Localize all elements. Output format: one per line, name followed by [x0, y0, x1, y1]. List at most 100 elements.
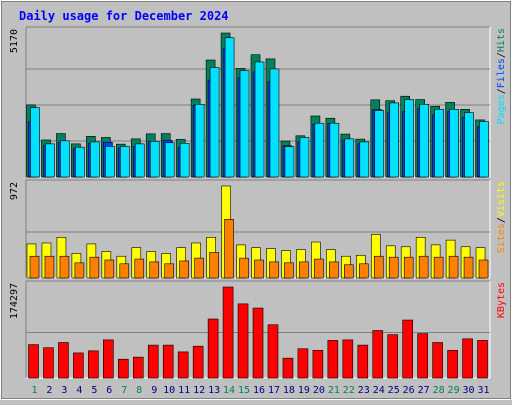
- bar-pages-day-3: [60, 140, 70, 178]
- x-tick-label-day-29: 29: [448, 385, 460, 396]
- bar-kbytes-day-9: [147, 344, 159, 379]
- bar-kbytes-day-28: [432, 342, 443, 379]
- bar-pages-day-7: [120, 146, 130, 178]
- bar-kbytes-day-1: [28, 344, 39, 379]
- x-tick-label-day-10: 10: [163, 385, 175, 396]
- bar-kbytes-day-19: [297, 348, 309, 379]
- y-max-label: 174297: [9, 283, 20, 319]
- bar-kbytes-day-12: [192, 345, 204, 379]
- legend-label-hits: Hits: [496, 28, 507, 52]
- bar-kbytes-day-10: [162, 344, 174, 379]
- legend-separator: /: [496, 88, 507, 94]
- x-tick-label-day-30: 30: [463, 385, 475, 396]
- bar-pages-day-16: [254, 61, 265, 178]
- bar-pages-day-10: [164, 142, 175, 178]
- bar-sites-day-21: [329, 261, 339, 279]
- bar-sites-day-19: [299, 261, 309, 279]
- x-tick-label-day-23: 23: [358, 385, 370, 396]
- bar-sites-day-31: [478, 259, 489, 279]
- bar-pages-day-24: [374, 110, 385, 178]
- legend-separator: /: [496, 52, 507, 58]
- x-tick-label-day-3: 3: [61, 385, 67, 396]
- outer-border-dark: [1, 1, 511, 399]
- x-tick-label-day-21: 21: [328, 385, 340, 396]
- legend-hits-files-pages: Pages/Files/Hits: [496, 28, 507, 124]
- bar-pages-day-20: [314, 122, 325, 178]
- x-tick-label-day-27: 27: [418, 385, 430, 396]
- bar-sites-day-15: [239, 257, 249, 279]
- bar-sites-day-25: [388, 256, 399, 279]
- bar-sites-day-22: [344, 264, 354, 279]
- legend-visits-sites: Sites/Visits: [496, 181, 507, 253]
- bar-sites-day-16: [254, 259, 264, 279]
- bar-pages-day-31: [479, 121, 489, 178]
- bar-kbytes-day-22: [342, 339, 354, 379]
- bar-kbytes-day-3: [58, 342, 69, 379]
- bar-sites-day-1: [29, 255, 40, 279]
- x-tick-label-day-18: 18: [283, 385, 295, 396]
- x-tick-label-day-24: 24: [373, 385, 385, 396]
- bar-pages-day-29: [449, 109, 459, 178]
- bar-kbytes-day-15: [237, 303, 249, 379]
- x-tick-label-day-13: 13: [208, 385, 220, 396]
- bar-sites-day-4: [74, 262, 85, 279]
- bar-sites-day-27: [418, 255, 429, 279]
- bar-kbytes-day-30: [462, 338, 473, 379]
- bar-sites-day-5: [89, 256, 100, 279]
- bar-sites-day-23: [358, 263, 369, 279]
- bar-pages-day-26: [404, 99, 414, 178]
- bar-sites-day-17: [269, 261, 279, 279]
- bar-kbytes-day-13: [207, 318, 219, 379]
- x-tick-label-day-6: 6: [106, 385, 112, 396]
- bar-pages-day-28: [434, 109, 444, 178]
- bar-sites-day-3: [59, 255, 70, 279]
- bar-kbytes-day-26: [402, 319, 413, 379]
- bar-kbytes-day-4: [73, 352, 84, 379]
- legend-separator: /: [496, 217, 507, 223]
- bar-pages-day-8: [134, 143, 145, 178]
- bar-pages-day-6: [105, 146, 115, 178]
- bar-pages-day-17: [269, 68, 280, 178]
- bar-pages-day-1: [30, 107, 40, 178]
- bar-kbytes-day-17: [267, 324, 279, 379]
- x-tick-label-day-9: 9: [151, 385, 157, 396]
- bar-kbytes-day-6: [103, 339, 114, 379]
- bar-sites-day-12: [194, 257, 204, 279]
- bar-sites-day-29: [448, 255, 459, 279]
- bar-kbytes-day-27: [417, 333, 428, 379]
- x-tick-label-day-28: 28: [433, 385, 445, 396]
- bar-sites-day-9: [149, 261, 160, 279]
- bar-pages-day-11: [179, 142, 190, 178]
- bar-sites-day-28: [433, 256, 444, 279]
- bar-kbytes-day-18: [282, 357, 294, 379]
- bar-pages-day-13: [209, 67, 220, 178]
- x-tick-label-day-25: 25: [388, 385, 400, 396]
- legend-label-kbytes: KBytes: [496, 282, 507, 318]
- bar-sites-day-26: [403, 256, 414, 279]
- x-tick-label-day-11: 11: [178, 385, 190, 396]
- bar-kbytes-day-8: [132, 356, 144, 379]
- x-tick-label-day-5: 5: [91, 385, 97, 396]
- x-tick-label-day-17: 17: [268, 385, 280, 396]
- bar-pages-day-27: [419, 104, 429, 178]
- bar-pages-day-4: [75, 146, 85, 178]
- bar-sites-day-2: [44, 255, 55, 279]
- bar-pages-day-15: [239, 70, 250, 178]
- x-tick-label-day-31: 31: [477, 385, 489, 396]
- bar-kbytes-day-5: [88, 350, 99, 379]
- bar-pages-day-22: [344, 138, 355, 178]
- x-tick-label-day-2: 2: [46, 385, 52, 396]
- bar-pages-day-14: [224, 37, 235, 178]
- x-tick-label-day-22: 22: [343, 385, 355, 396]
- bar-sites-day-14: [224, 219, 234, 279]
- bar-pages-day-5: [90, 141, 100, 178]
- bar-kbytes-day-14: [222, 286, 234, 379]
- legend-label-files: Files: [496, 58, 507, 88]
- bar-sites-day-10: [164, 263, 175, 279]
- bar-kbytes-day-2: [43, 347, 54, 379]
- bar-pages-day-19: [299, 137, 310, 178]
- bar-kbytes-day-16: [252, 307, 264, 379]
- x-tick-label-day-14: 14: [223, 385, 235, 396]
- bar-kbytes-day-21: [327, 340, 339, 379]
